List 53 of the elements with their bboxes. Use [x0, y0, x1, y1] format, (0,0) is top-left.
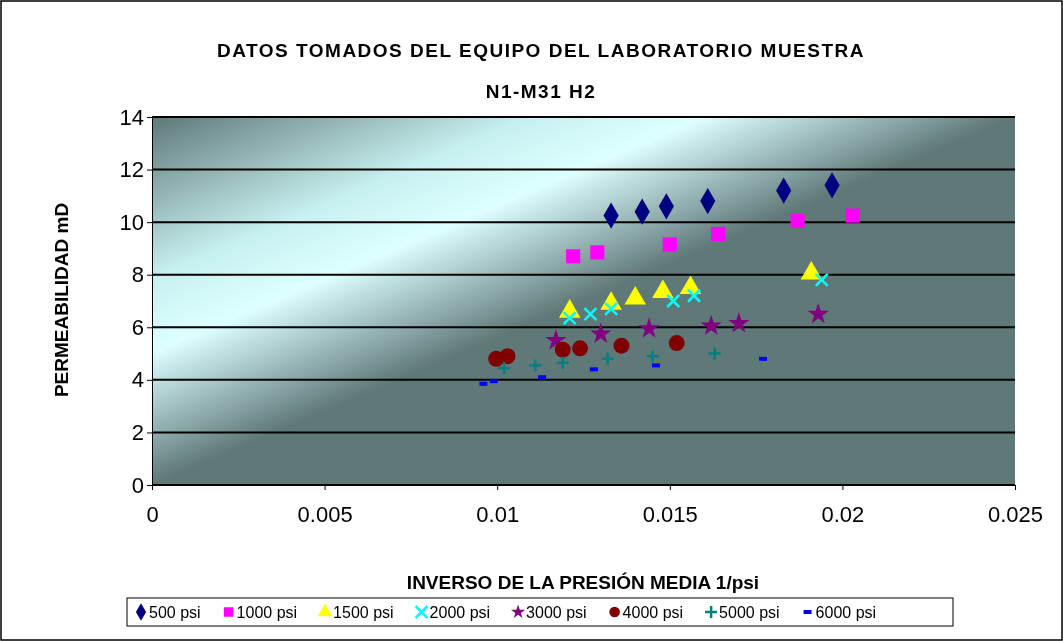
y-tick-label: 12: [119, 157, 144, 183]
point: [707, 346, 722, 361]
point: [613, 337, 630, 354]
y-tick-label: 4: [131, 367, 144, 393]
point: [496, 360, 512, 376]
point: [845, 208, 860, 223]
legend-label: 6000 psi: [815, 604, 877, 621]
point: [566, 249, 581, 264]
x-tick-label: 0.015: [642, 501, 698, 527]
point: [590, 245, 605, 260]
point: [603, 301, 619, 317]
point: [814, 272, 829, 288]
x-axis-title: INVERSO DE LA PRESIÓN MEDIA 1/psi: [406, 572, 760, 593]
point: [600, 351, 615, 367]
y-axis-title: PERMEABILIDAD mD: [51, 202, 72, 398]
legend-label: 2000 psi: [429, 604, 491, 621]
point: [527, 358, 543, 373]
point: [700, 314, 722, 336]
point: [668, 335, 685, 352]
x-tick-label: 0.01: [476, 501, 520, 527]
point: [638, 317, 660, 338]
legend-label: 500 psi: [149, 604, 201, 621]
legend-label: 4000 psi: [622, 604, 684, 621]
y-tick-label: 14: [119, 104, 144, 130]
y-tick-label: 8: [131, 262, 144, 288]
y-tick-label: 6: [131, 314, 144, 340]
point: [666, 293, 681, 309]
point: [645, 348, 660, 364]
point: [686, 288, 702, 303]
chart-title: DATOS TOMADOS DEL EQUIPO DEL LABORATORIO MUESTRA: [216, 40, 866, 61]
y-tick-label: 0: [131, 472, 144, 498]
point: [790, 213, 805, 228]
chart-subtitle: N1-M31 H2: [485, 81, 597, 102]
point: [662, 237, 677, 252]
legend-label: 5000 psi: [719, 604, 780, 621]
x-tick-label: 0.025: [987, 501, 1044, 527]
legend-label: 1500 psi: [333, 604, 394, 621]
point: [807, 302, 829, 324]
point: [554, 341, 571, 358]
point: [562, 310, 577, 326]
point: [590, 322, 612, 343]
point: [728, 312, 750, 333]
legend-label: 3000 psi: [526, 604, 587, 621]
point: [499, 348, 516, 365]
y-tick-label: 2: [131, 419, 144, 445]
legend-label: 1000 psi: [236, 604, 298, 621]
x-tick-label: 0.005: [297, 501, 353, 527]
y-tick-label: 10: [119, 209, 144, 235]
point: [555, 355, 571, 371]
point: [711, 226, 726, 242]
point: [583, 306, 598, 322]
point: [572, 340, 589, 357]
x-tick-label: 0.02: [821, 501, 865, 527]
